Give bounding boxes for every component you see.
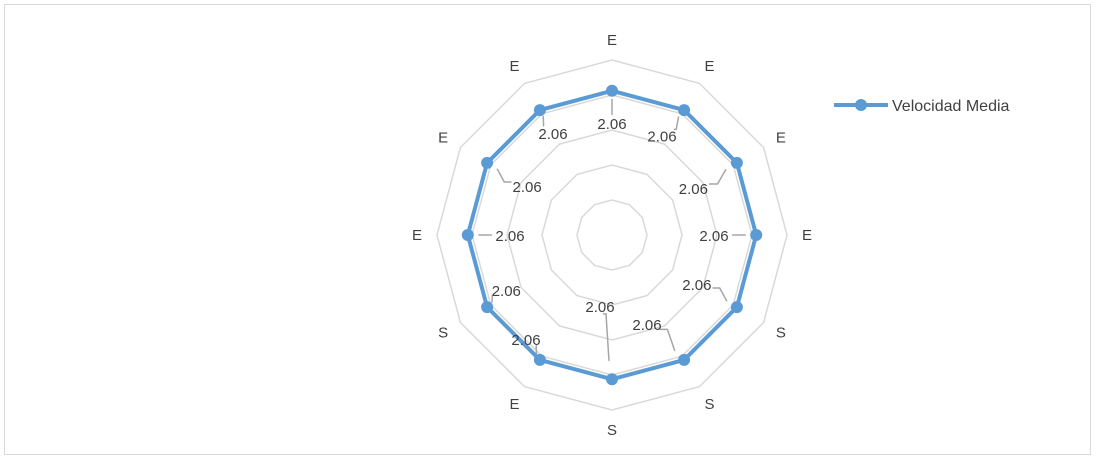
data-point [533, 353, 546, 366]
data-point [481, 156, 494, 169]
grid-ring [576, 199, 648, 271]
category-label: E [607, 32, 617, 49]
data-label: 2.06 [682, 277, 711, 294]
category-label: E [509, 58, 519, 75]
data-point [678, 353, 691, 366]
category-labels: E E E E S S S E S E E E [412, 32, 812, 439]
leader-line [712, 287, 728, 302]
data-point [730, 156, 743, 169]
category-label: S [438, 325, 448, 342]
category-label: E [802, 227, 812, 244]
data-point [750, 229, 763, 241]
leader-line [709, 168, 727, 185]
series-velocidad-media [461, 84, 763, 386]
category-label: E [509, 396, 519, 413]
data-label: 2.06 [679, 181, 708, 198]
data-point [606, 373, 618, 386]
data-label: 2.06 [495, 228, 524, 245]
leader-line [491, 294, 494, 303]
legend[interactable]: Velocidad Media [834, 98, 1010, 115]
grid-ring [506, 129, 718, 341]
data-point [730, 301, 743, 314]
data-label: 2.06 [632, 317, 661, 334]
category-label: S [776, 325, 786, 342]
data-label: 2.06 [585, 299, 614, 316]
data-label: 2.06 [597, 116, 626, 133]
grid-ring [436, 59, 788, 411]
legend-label: Velocidad Media [892, 98, 1010, 115]
category-label: E [438, 130, 448, 147]
leader-line [602, 313, 610, 361]
data-label-leaders [478, 98, 746, 361]
data-point [533, 104, 546, 117]
data-labels: 2.06 2.06 2.06 2.06 2.06 2.06 2.06 2.06 2.06 2.06… [492, 116, 729, 349]
data-label: 2.06 [538, 126, 567, 143]
data-point [461, 229, 474, 241]
data-point [678, 104, 691, 117]
leader-line [659, 328, 676, 352]
leader-line [496, 168, 512, 183]
category-label: S [704, 396, 714, 413]
data-point [481, 301, 494, 314]
category-label: S [607, 422, 617, 439]
legend-dot-marker [855, 99, 867, 111]
leader-line [673, 116, 680, 131]
data-label: 2.06 [511, 332, 540, 349]
leader-line [535, 344, 538, 355]
category-label: E [704, 58, 714, 75]
category-label: E [776, 130, 786, 147]
category-label: E [412, 227, 422, 244]
leader-line [542, 115, 545, 127]
data-label: 2.06 [699, 228, 728, 245]
data-label: 2.06 [492, 283, 521, 300]
chart-area [4, 4, 1091, 455]
data-label: 2.06 [647, 129, 676, 146]
data-label: 2.06 [512, 179, 541, 196]
data-point [606, 84, 618, 97]
grid-ring [541, 164, 683, 306]
